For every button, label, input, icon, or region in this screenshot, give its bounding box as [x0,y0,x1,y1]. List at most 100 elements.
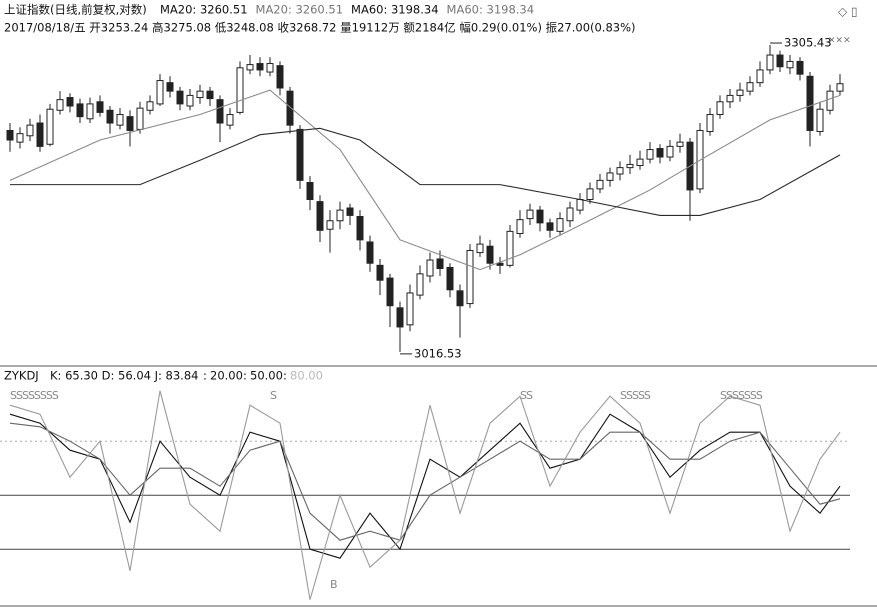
signal-label: SSSSSSS [720,389,763,402]
candle-body [656,148,664,158]
candle-body [26,124,34,137]
candle-body [146,101,154,111]
signal-label: SSSSS [620,389,651,402]
candle-body [786,60,794,69]
line-series [9,89,841,271]
candle-body [266,63,274,73]
candle-body [496,262,504,266]
candle-body [446,266,454,291]
legend-entry: MA20: 3260.51 [256,3,344,17]
level-colon: : [283,369,287,383]
candle-body [606,172,614,181]
annotation-label: 3305.43 [784,36,832,50]
candle-body [716,101,724,116]
candle-body [286,90,294,126]
candle-body [816,108,824,133]
legend-entry: MA60: 3198.34 [447,3,535,17]
candle-body [276,65,284,89]
candle-body [646,149,654,160]
candle-body [776,54,784,68]
candle-body [396,307,404,328]
candle-body [236,67,244,113]
candle-body [46,108,54,145]
level-label: 80.00 [290,369,323,383]
candle-body [506,230,514,266]
level-label: 50.00 [250,369,283,383]
candle-body [466,249,474,305]
candle-body [596,179,604,190]
candle-body [356,215,364,241]
candle-body [386,277,394,307]
candle-body [456,290,464,307]
candle-body [586,188,594,200]
chart-title: 上证指数(日线,前复权,对数) [4,3,147,17]
candle-body [326,220,334,230]
candle-body [546,222,554,231]
candle-body [86,103,94,120]
line-series [9,413,841,559]
signal-label: S [270,389,277,402]
candle-body [826,90,834,111]
candle-body [256,63,264,71]
level-colon: : [243,369,247,383]
candle-body [126,116,134,131]
info-line: 2017/08/18/五 开3253.24 高3275.08 低3248.08 … [4,21,636,35]
candle-body [526,209,534,220]
candle-body [366,241,374,264]
candle-body [226,114,234,126]
signal-label: SS [520,389,533,402]
signal-label: B [330,578,337,591]
candle-body [536,209,544,224]
candle-body [576,198,584,211]
candle-body [56,99,64,111]
candle-body [346,207,354,216]
candle-body [756,69,764,84]
candle-body [566,207,574,222]
candle-body [806,75,814,131]
candle-body [176,90,184,105]
candle-body [706,114,714,133]
candle-body [196,90,204,99]
candle-body [406,292,414,326]
candle-body [796,60,804,75]
candle-body [676,141,684,147]
line-series [9,422,841,541]
annotation-label: 3016.53 [414,346,462,360]
indicator-title: ZYKDJ [4,369,39,383]
line-series [10,127,841,216]
signal-label: SSSSSSSS [10,389,59,402]
line-series [9,390,841,600]
candle-body [726,94,734,103]
candle-body [6,129,14,141]
candle-body [206,90,214,100]
candle-body [296,128,304,181]
candle-body [36,122,44,147]
candle-body [666,145,674,158]
candle-body [436,258,444,270]
candle-body [246,64,254,71]
candle-body [616,167,624,175]
candle-body [476,243,484,254]
candle-body [486,245,494,264]
candle-body [426,259,434,277]
candle-body [516,219,524,234]
candle-body [746,82,754,92]
window-icons[interactable]: ◇ ▯ [838,5,858,19]
candle-body [316,201,324,231]
candle-body [556,218,564,232]
candle-body [16,133,24,143]
candle-body [106,109,114,124]
candle-body [156,80,164,105]
candle-body [766,54,774,71]
legend-entry: MA60: 3198.34 [351,3,439,17]
candle-body [166,82,174,92]
candle-body [216,99,224,124]
legend-entry: MA20: 3260.51 [160,3,248,17]
indicator-readout: K: 65.30 D: 56.04 J: 83.84 [50,369,198,383]
marker-x: ××× [828,36,851,46]
candle-body [376,264,384,281]
candle-body [306,182,314,200]
candle-body [836,83,844,92]
